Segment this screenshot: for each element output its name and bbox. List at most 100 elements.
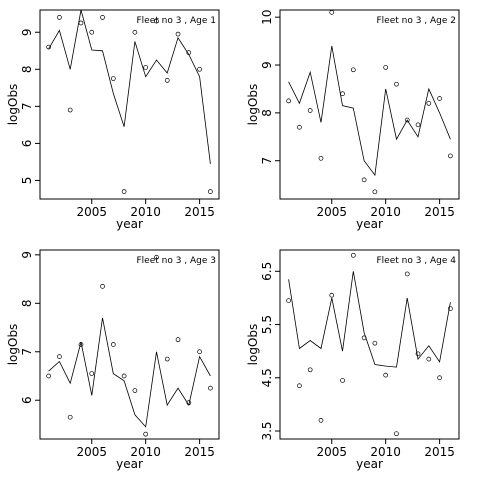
observation-point <box>164 78 170 83</box>
observation-point <box>286 98 291 104</box>
y-tick-label: 9 <box>20 28 34 36</box>
chart-panel-1: Fleet no 3 , Age 1 2005 2010 2015 5 6 7 8 9 year l… <box>6 9 220 231</box>
observation-point <box>448 306 453 311</box>
x-axis-label: year <box>356 217 383 231</box>
observation-point <box>197 66 202 72</box>
x-axis-label: year <box>116 217 143 231</box>
observation-point <box>100 15 105 20</box>
observation-point <box>404 271 410 277</box>
x-tick-label: 2010 <box>370 205 401 219</box>
observation-point <box>89 371 95 376</box>
chart-panel-2: Fleet no 3 , Age 2 2005 2010 2015 7 8 9 10 year l… <box>246 9 460 231</box>
observation-point <box>154 254 159 260</box>
observation-point <box>121 373 127 379</box>
observation-point <box>143 431 149 437</box>
y-tick-label: 3.5 <box>260 421 274 440</box>
observation-point <box>100 283 105 289</box>
observation-point <box>372 340 378 346</box>
y-tick-label: 6.5 <box>260 262 274 281</box>
fitted-line <box>288 45 451 177</box>
panel-title: Fleet no 3 , Age 4 <box>376 256 456 266</box>
observation-point <box>143 65 149 70</box>
observation-point <box>67 414 73 420</box>
observation-point <box>329 292 335 298</box>
observation-point <box>329 10 335 15</box>
observation-point <box>78 20 84 26</box>
observation-point <box>404 117 410 123</box>
observation-point <box>383 65 389 70</box>
y-tick-label: 10 <box>260 10 274 25</box>
x-axis-label: year <box>116 457 143 471</box>
y-axis-label: logObs <box>246 84 260 126</box>
panel-title: Fleet no 3 , Age 1 <box>136 16 216 26</box>
y-tick-label: 5.5 <box>260 315 274 334</box>
y-tick-label: 9 <box>20 251 34 259</box>
x-tick-label: 2015 <box>424 205 455 219</box>
observation-point <box>208 385 213 391</box>
observation-point <box>437 375 442 381</box>
x-tick-label: 2015 <box>184 445 215 459</box>
observation-point <box>307 108 313 113</box>
observation-point <box>340 378 345 383</box>
x-tick-label: 2010 <box>130 445 161 459</box>
observation-point <box>361 177 367 183</box>
observation-point <box>448 153 453 159</box>
observation-point <box>132 388 138 393</box>
y-axis-label: logObs <box>246 324 260 366</box>
x-tick-label: 2005 <box>316 205 347 219</box>
x-tick-label: 2015 <box>424 445 455 459</box>
y-tick-label: 6 <box>20 396 34 404</box>
observation-point <box>318 418 324 423</box>
observation-point <box>297 383 302 389</box>
observation-point <box>340 91 345 97</box>
observation-point <box>383 372 389 378</box>
observation-point <box>307 367 313 373</box>
observation-point <box>154 18 159 24</box>
observation-point <box>57 354 62 359</box>
observation-point <box>426 100 432 106</box>
fitted-line <box>48 9 211 164</box>
observation-point <box>197 349 202 355</box>
observation-point <box>318 155 324 161</box>
observation-point <box>89 29 95 35</box>
x-tick-label: 2015 <box>184 205 215 219</box>
y-tick-label: 7 <box>20 103 34 111</box>
observation-point <box>297 124 302 130</box>
observation-point <box>394 431 399 437</box>
observation-point <box>46 373 51 379</box>
observation-point <box>415 122 421 128</box>
x-tick-label: 2005 <box>316 445 347 459</box>
plot-frame <box>279 249 460 440</box>
x-tick-label: 2010 <box>130 205 161 219</box>
fitted-line <box>288 271 451 368</box>
x-tick-label: 2005 <box>76 445 107 459</box>
observation-point <box>164 356 170 362</box>
observation-point <box>350 252 356 258</box>
y-axis-label: logObs <box>6 84 20 126</box>
y-tick-label: 8 <box>260 109 274 117</box>
panel-title: Fleet no 3 , Age 3 <box>136 256 216 266</box>
panel-title: Fleet no 3 , Age 2 <box>376 16 456 26</box>
observation-point <box>121 189 127 194</box>
y-tick-label: 9 <box>260 61 274 69</box>
observation-point <box>208 189 213 194</box>
chart-panel-4: Fleet no 3 , Age 4 2005 2010 2015 3.5 4.5 5.5 6… <box>246 249 460 471</box>
observation-point <box>286 298 291 303</box>
observation-point <box>67 107 73 113</box>
observation-point <box>57 15 62 20</box>
y-tick-label: 8 <box>20 299 34 307</box>
observation-point <box>394 81 399 87</box>
y-tick-label: 8 <box>20 65 34 73</box>
observation-point <box>175 31 181 37</box>
observation-point <box>110 76 116 81</box>
observation-point <box>372 189 378 195</box>
y-tick-label: 4.5 <box>260 368 274 387</box>
chart-panel-3: Fleet no 3 , Age 3 2005 2010 2015 6 7 8 9 year lo… <box>6 249 220 471</box>
y-tick-label: 7 <box>20 348 34 356</box>
observation-point <box>426 356 432 362</box>
x-tick-label: 2010 <box>370 445 401 459</box>
fitted-line <box>48 317 211 428</box>
y-tick-label: 6 <box>20 140 34 148</box>
